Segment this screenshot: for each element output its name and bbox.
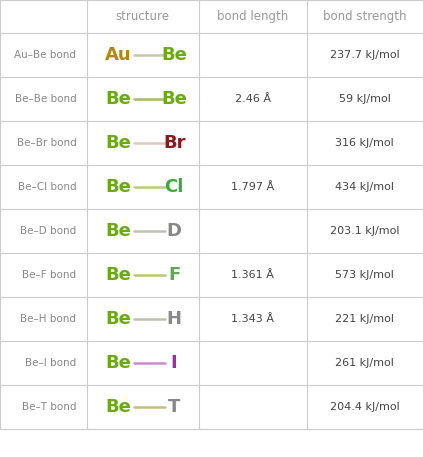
Text: 1.797 Å: 1.797 Å bbox=[231, 182, 275, 192]
Text: Be: Be bbox=[105, 178, 131, 197]
Text: bond strength: bond strength bbox=[323, 10, 407, 23]
Text: 203.1 kJ/mol: 203.1 kJ/mol bbox=[330, 226, 400, 236]
Text: Be: Be bbox=[105, 223, 131, 240]
Text: Be: Be bbox=[161, 46, 187, 64]
Text: Be–T bond: Be–T bond bbox=[22, 403, 76, 412]
Text: Au: Au bbox=[105, 46, 132, 64]
Text: 221 kJ/mol: 221 kJ/mol bbox=[335, 314, 394, 324]
Text: 204.4 kJ/mol: 204.4 kJ/mol bbox=[330, 403, 400, 412]
Text: 237.7 kJ/mol: 237.7 kJ/mol bbox=[330, 50, 400, 60]
Text: Be–H bond: Be–H bond bbox=[20, 314, 76, 324]
Text: 2.46 Å: 2.46 Å bbox=[235, 95, 271, 104]
Text: Cl: Cl bbox=[165, 178, 184, 197]
Text: Be–D bond: Be–D bond bbox=[20, 226, 76, 236]
Text: 1.361 Å: 1.361 Å bbox=[231, 271, 274, 281]
Text: Be–Be bond: Be–Be bond bbox=[14, 95, 76, 104]
Text: Be: Be bbox=[105, 355, 131, 372]
Text: Be: Be bbox=[161, 90, 187, 108]
Text: 573 kJ/mol: 573 kJ/mol bbox=[335, 271, 394, 281]
Text: Be–Cl bond: Be–Cl bond bbox=[18, 182, 76, 192]
Text: 316 kJ/mol: 316 kJ/mol bbox=[335, 138, 394, 149]
Text: structure: structure bbox=[116, 10, 170, 23]
Text: Be: Be bbox=[105, 90, 131, 108]
Text: Be: Be bbox=[105, 266, 131, 284]
Text: F: F bbox=[168, 266, 180, 284]
Text: Be: Be bbox=[105, 399, 131, 416]
Text: D: D bbox=[167, 223, 181, 240]
Text: Be–I bond: Be–I bond bbox=[25, 358, 76, 368]
Text: bond length: bond length bbox=[217, 10, 288, 23]
Text: Be: Be bbox=[105, 310, 131, 329]
Text: I: I bbox=[171, 355, 178, 372]
Text: T: T bbox=[168, 399, 180, 416]
Text: 261 kJ/mol: 261 kJ/mol bbox=[335, 358, 394, 368]
Text: Au–Be bond: Au–Be bond bbox=[14, 50, 76, 60]
Text: 1.343 Å: 1.343 Å bbox=[231, 314, 274, 324]
Text: Be–Br bond: Be–Br bond bbox=[16, 138, 76, 149]
Text: 59 kJ/mol: 59 kJ/mol bbox=[339, 95, 391, 104]
Text: H: H bbox=[167, 310, 181, 329]
Text: Be: Be bbox=[105, 134, 131, 152]
Text: Be–F bond: Be–F bond bbox=[22, 271, 76, 281]
Text: 434 kJ/mol: 434 kJ/mol bbox=[335, 182, 394, 192]
Text: Br: Br bbox=[163, 134, 185, 152]
